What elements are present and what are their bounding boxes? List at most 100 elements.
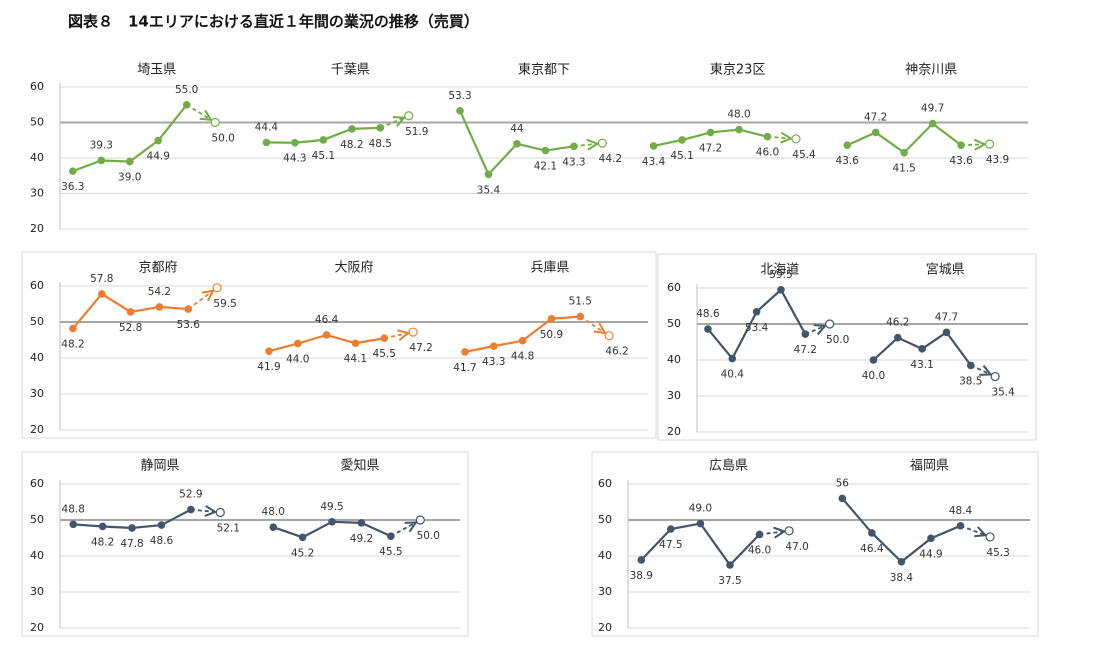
forecast-point [210,117,220,128]
value-label: 50.0 [417,530,440,542]
point [376,124,385,132]
point [752,307,761,316]
forecast-line [960,524,986,535]
value-label: 44.3 [283,153,306,165]
value-label: 41.9 [257,361,280,373]
point [357,519,366,527]
forecast-point [985,532,995,542]
point [184,305,193,313]
panel-border [21,451,469,637]
value-label: 45.5 [373,348,396,360]
y-tick-label: 20 [667,425,681,438]
value-label: 45.4 [792,149,816,161]
point [957,141,965,150]
value-label: 47.8 [120,538,143,550]
series-title: 東京23区 [710,62,766,78]
value-label: 46.2 [886,317,909,329]
value-label: 50.0 [826,334,849,346]
y-tick-label: 20 [30,621,44,634]
value-label: 45.1 [670,150,693,162]
point [928,119,937,128]
forecast-point [597,138,607,148]
forecast-line [390,522,416,537]
y-tick-label: 40 [667,353,681,366]
value-label: 44.8 [511,351,534,363]
value-label: 41.7 [453,362,476,374]
value-label: 43.3 [482,356,505,368]
point [322,331,331,339]
value-label: 45.2 [291,547,314,559]
value-label: 48.0 [262,506,285,518]
value-label: 48.2 [91,536,114,548]
y-tick-label: 60 [30,279,44,292]
point [843,141,852,150]
forecast-line [187,291,213,310]
point [869,356,878,364]
value-label: 46.2 [605,346,628,358]
value-label: 43.6 [949,155,973,167]
point [348,125,356,133]
point [98,522,107,531]
line [846,122,962,155]
value-label: 46.0 [756,147,779,159]
point [69,520,78,529]
series-title: 宮城県 [926,262,965,278]
forecast-line [379,118,404,129]
value-label: 48.0 [727,109,750,121]
value-label: 47.0 [785,541,808,553]
point [484,170,493,179]
forecast-point [215,507,225,518]
series-title: 千葉県 [331,63,370,78]
value-label: 43.9 [986,154,1009,166]
series-title: 静岡県 [140,459,179,474]
point [461,348,469,356]
point [69,324,77,333]
point [637,556,646,564]
point [489,342,498,350]
point [319,136,328,144]
series-title: 北海道 [760,263,799,278]
value-label: 43.4 [642,156,666,168]
value-label: 47.2 [409,342,432,354]
forecast-line [579,315,605,333]
value-label: 57.8 [90,273,113,285]
y-tick-label: 30 [667,389,681,402]
forecast-line [767,137,790,139]
value-label: 42.1 [534,161,557,173]
value-label: 43.3 [562,156,585,168]
value-label: 48.6 [150,535,174,547]
y-tick-label: 40 [30,151,44,164]
point [155,303,164,311]
value-label: 36.3 [61,181,84,193]
point [69,167,77,175]
series-title: 京都府 [138,261,177,276]
y-tick-label: 30 [30,187,44,200]
point [293,339,302,348]
value-label: 52.1 [217,522,240,534]
point [157,521,166,529]
point [726,561,734,569]
value-label: 48.8 [62,503,85,515]
point [97,156,106,165]
value-label: 49.7 [921,103,944,115]
y-tick-label: 30 [30,585,44,598]
series-title: 神奈川県 [905,63,957,78]
value-label: 38.4 [890,572,914,584]
value-label: 49.0 [689,503,712,515]
point [518,336,527,345]
series-title: 兵庫県 [530,261,569,276]
value-label: 56 [836,477,850,489]
forecast-point [984,139,995,149]
point [897,557,906,566]
y-tick-label: 30 [598,585,612,598]
value-label: 53.6 [177,319,201,331]
y-tick-label: 20 [598,621,612,634]
panel-border [591,451,1039,637]
value-label: 45.3 [986,547,1009,559]
panel-border [21,251,657,439]
y-tick-label: 40 [30,351,44,364]
point [696,519,705,528]
point [967,361,975,370]
point [576,312,585,321]
point [265,347,273,355]
